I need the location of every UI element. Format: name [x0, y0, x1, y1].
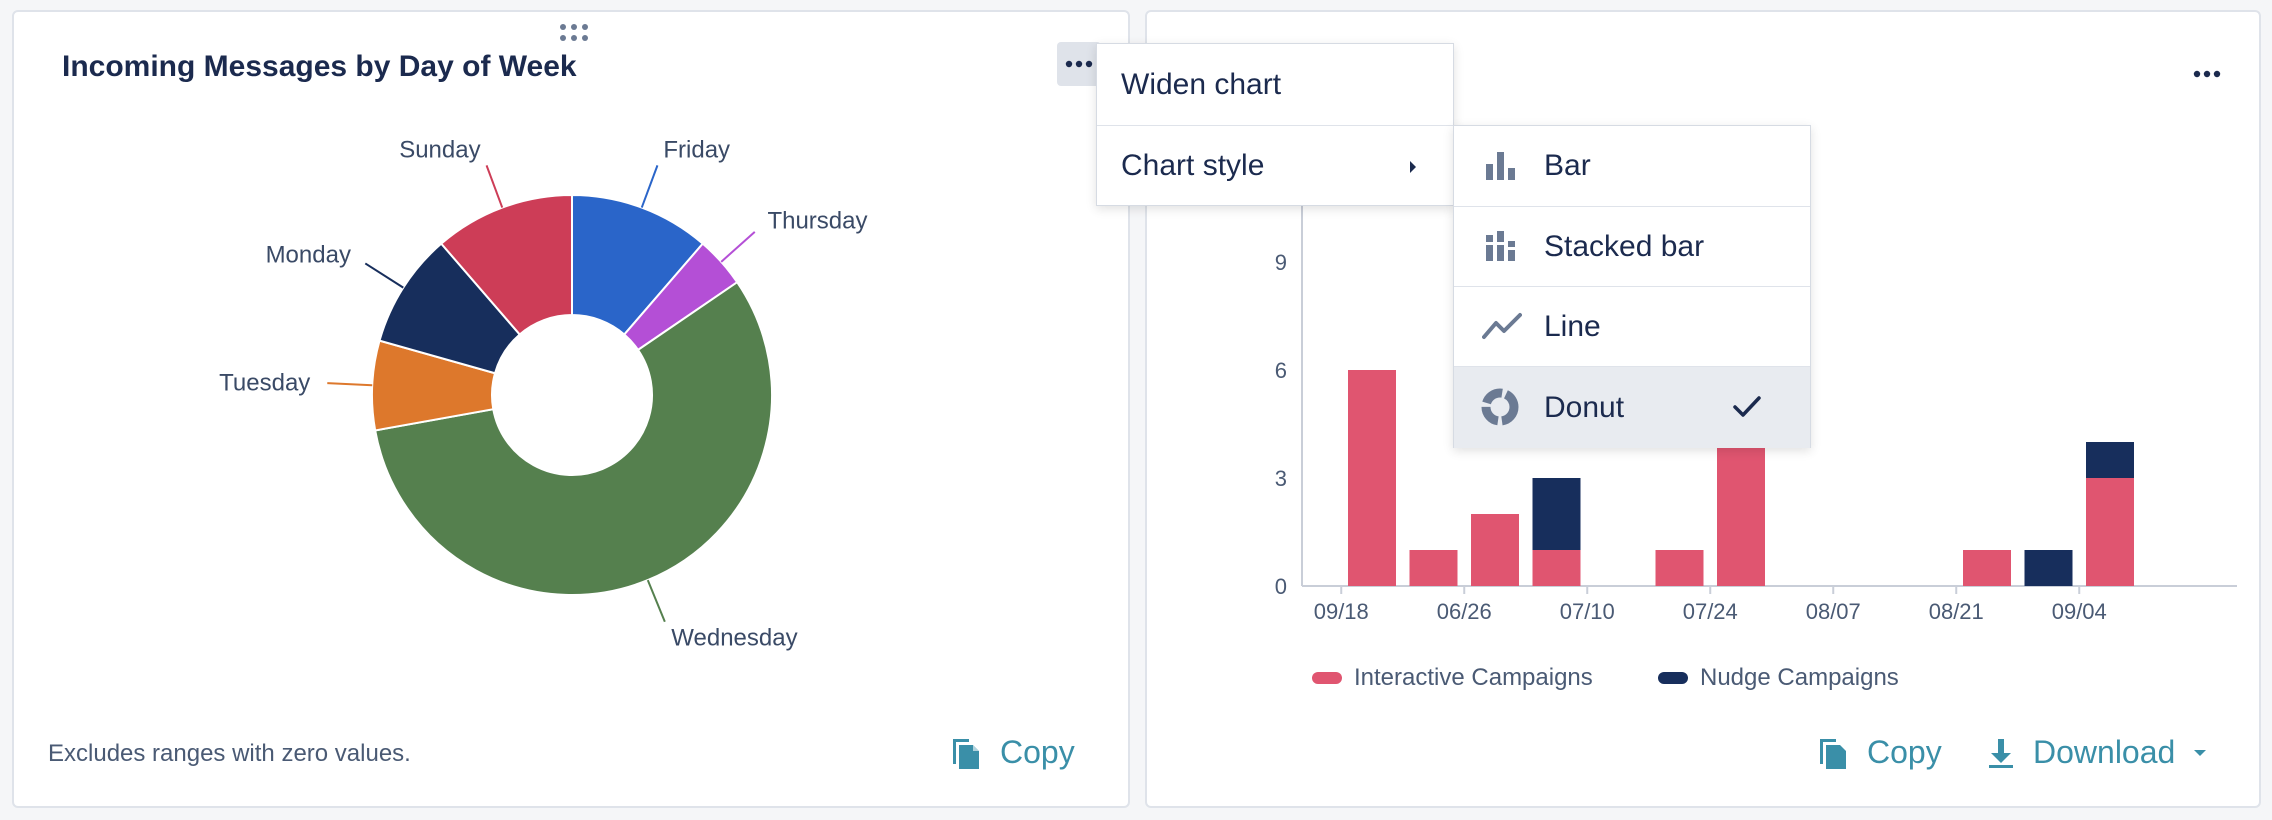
bar-segment-interactive[interactable] — [1532, 550, 1581, 586]
ellipsis-icon — [1065, 60, 1093, 68]
x-tick-label: 08/07 — [1806, 599, 1861, 624]
chart-style-submenu: Bar Stacked bar Line Donut — [1453, 125, 1811, 448]
chart-style-bar-item[interactable]: Bar — [1454, 126, 1810, 206]
donut-label: Thursday — [767, 208, 867, 235]
donut-chart-icon — [1481, 388, 1519, 426]
donut-leader-line — [364, 262, 404, 289]
donut-label: Friday — [663, 136, 730, 163]
chart-style-donut-item[interactable]: Donut — [1454, 366, 1810, 448]
download-icon — [1989, 738, 2013, 768]
donut-slice-wednesday[interactable] — [374, 280, 773, 596]
menu-item-label: Line — [1544, 309, 1601, 343]
bar-segment-nudge[interactable] — [2086, 442, 2134, 478]
menu-item-label: Bar — [1544, 149, 1591, 182]
y-tick-label: 9 — [1275, 250, 1287, 275]
x-tick-label: 09/04 — [2052, 599, 2107, 624]
menu-item-label: Donut — [1544, 390, 1625, 424]
stacked-bar-chart-icon — [1486, 231, 1515, 261]
chart-style-menu-item[interactable]: Chart style — [1097, 125, 1453, 206]
copy-label: Copy — [1867, 734, 1942, 770]
ellipsis-icon — [2193, 70, 2221, 78]
donut-leader-line — [327, 382, 373, 387]
footnote: Excludes ranges with zero values. — [48, 740, 411, 767]
donut-leader-line — [485, 165, 504, 208]
copy-icon — [953, 738, 979, 769]
bar-segment-interactive[interactable] — [1409, 550, 1458, 586]
bar-segment-interactive[interactable] — [1348, 370, 1396, 586]
chart-style-stacked-bar-item[interactable]: Stacked bar — [1454, 206, 1810, 286]
copy-label: Copy — [1000, 734, 1075, 770]
download-label: Download — [2033, 734, 2176, 770]
chart-style-line-item[interactable]: Line — [1454, 286, 1810, 366]
widen-chart-menu-item[interactable]: Widen chart — [1097, 44, 1453, 125]
bar-segment-nudge[interactable] — [1532, 478, 1581, 550]
more-options-button[interactable] — [2185, 52, 2229, 96]
menu-item-label: Stacked bar — [1544, 229, 1705, 263]
copy-button[interactable]: Copy — [950, 734, 1075, 771]
card-title: Incoming Messages by Day of Week — [62, 50, 577, 83]
donut-chart: Friday Thursday Wednesday Tuesday Monday Sund… — [219, 136, 867, 651]
chart-context-menu: Widen chart Chart style — [1096, 43, 1454, 206]
copy-icon — [1820, 738, 1846, 769]
x-tick-label: 08/21 — [1929, 599, 1984, 624]
donut-leader-line — [646, 579, 666, 623]
x-tick-label: 09/18 — [1314, 599, 1369, 624]
bar-segment-interactive[interactable] — [1655, 550, 1704, 586]
bar-segment-nudge[interactable] — [2024, 550, 2073, 586]
x-tick-label: 06/26 — [1437, 599, 1492, 624]
caret-right-icon — [1410, 161, 1416, 173]
y-tick-label: 3 — [1275, 466, 1287, 491]
x-tick-label: 07/10 — [1560, 599, 1615, 624]
legend-swatch — [1658, 672, 1688, 684]
donut-label: Sunday — [399, 136, 480, 163]
y-tick-label: 6 — [1275, 358, 1287, 383]
donut-label: Monday — [266, 241, 351, 268]
legend-label: Nudge Campaigns — [1700, 664, 1899, 691]
donut-leader-line — [640, 165, 659, 208]
drag-handle-icon[interactable] — [557, 22, 591, 44]
menu-item-label: Chart style — [1121, 149, 1265, 182]
donut-label: Wednesday — [671, 624, 797, 651]
x-tick-label: 07/24 — [1683, 599, 1738, 624]
legend-label: Interactive Campaigns — [1354, 664, 1593, 691]
legend-item-nudge[interactable]: Nudge Campaigns — [1658, 664, 1899, 692]
donut-leader-line — [720, 231, 756, 263]
more-options-button[interactable] — [1057, 42, 1101, 86]
donut-chart-card: Incoming Messages by Day of Week Friday T… — [12, 10, 1130, 808]
bar-segment-interactive[interactable] — [2086, 478, 2134, 586]
donut-label: Tuesday — [219, 369, 310, 396]
download-button[interactable]: Download — [1987, 734, 2207, 771]
bar-chart-icon — [1486, 152, 1515, 180]
caret-down-icon — [2194, 749, 2207, 756]
donut-slice-friday[interactable] — [571, 193, 705, 336]
legend-item-interactive[interactable]: Interactive Campaigns — [1312, 664, 1593, 692]
bar-segment-interactive[interactable] — [1963, 550, 2011, 586]
legend-swatch — [1312, 672, 1342, 684]
copy-button[interactable]: Copy — [1817, 734, 1942, 771]
y-tick-label: 0 — [1275, 574, 1287, 599]
checkmark-icon — [1733, 396, 1761, 417]
menu-item-label: Widen chart — [1121, 67, 1282, 101]
bar-segment-interactive[interactable] — [1471, 514, 1519, 586]
donut-slice-sunday[interactable] — [439, 193, 573, 336]
line-chart-icon — [1482, 313, 1522, 339]
